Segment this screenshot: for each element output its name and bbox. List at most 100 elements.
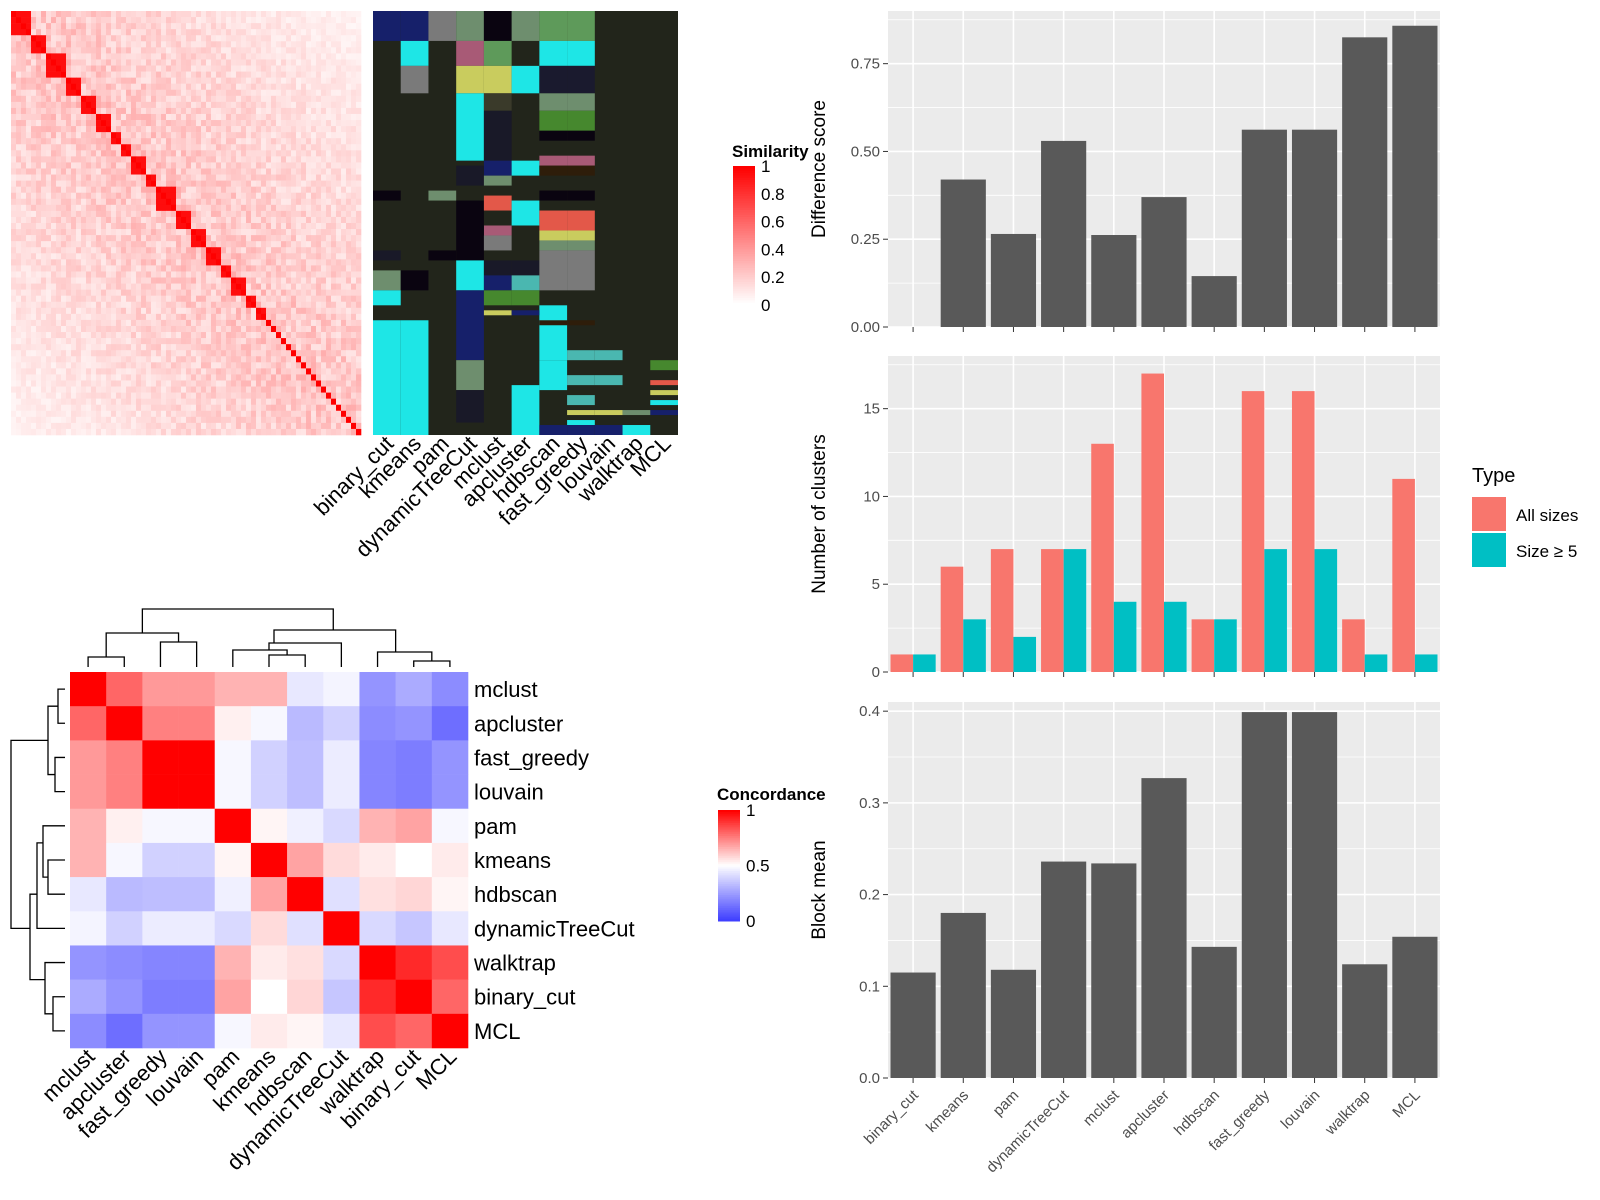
- similarity-cell: [156, 392, 162, 399]
- similarity-cell: [41, 404, 47, 412]
- similarity-cell: [146, 77, 152, 84]
- similarity-cell: [271, 77, 277, 84]
- similarity-cell: [306, 41, 312, 48]
- similarity-cell: [271, 41, 277, 48]
- similarity-cell: [261, 132, 267, 139]
- similarity-cell: [316, 47, 322, 54]
- similarity-cell: [121, 120, 127, 127]
- similarity-cell: [156, 198, 162, 206]
- similarity-cell: [156, 289, 162, 296]
- similarity-cell: [196, 41, 202, 48]
- similarity-cell: [196, 416, 202, 424]
- similarity-cell: [301, 313, 307, 321]
- similarity-cell: [141, 229, 147, 236]
- similarity-cell: [121, 186, 127, 194]
- similarity-cell: [201, 338, 207, 345]
- similarity-cell: [306, 283, 312, 290]
- similarity-cell: [321, 204, 327, 212]
- similarity-cell: [46, 77, 52, 84]
- similarity-cell: [341, 156, 347, 163]
- similarity-cell: [201, 77, 207, 84]
- similarity-cell: [291, 428, 297, 436]
- similarity-cell: [251, 174, 257, 181]
- similarity-cell: [226, 168, 232, 175]
- similarity-legend-swatch: [733, 295, 755, 299]
- similarity-cell: [141, 332, 147, 339]
- similarity-cell: [236, 374, 242, 381]
- similarity-cell: [31, 162, 37, 169]
- similarity-cell: [181, 301, 187, 309]
- similarity-cell: [41, 265, 47, 272]
- similarity-cell: [231, 95, 237, 103]
- similarity-cell: [171, 59, 177, 66]
- similarity-cell: [231, 416, 237, 424]
- similarity-cell: [111, 319, 117, 327]
- similarity-cell: [11, 204, 17, 212]
- similarity-cell: [151, 362, 157, 369]
- similarity-cell: [351, 95, 357, 103]
- similarity-cell: [346, 120, 352, 127]
- similarity-cell: [156, 386, 162, 393]
- similarity-cell: [201, 289, 207, 296]
- similarity-cell: [186, 162, 192, 169]
- similarity-cell: [186, 428, 192, 436]
- similarity-cell: [316, 65, 322, 72]
- similarity-cell: [306, 144, 312, 151]
- similarity-cell: [131, 259, 137, 266]
- similarity-cell: [166, 362, 172, 369]
- similarity-cell: [201, 168, 207, 175]
- similarity-cell: [306, 392, 312, 399]
- similarity-cell: [291, 416, 297, 424]
- similarity-cell: [321, 156, 327, 163]
- similarity-cell: [286, 83, 292, 91]
- similarity-cell: [86, 386, 92, 393]
- similarity-cell: [81, 428, 87, 436]
- similarity-cell: [41, 392, 47, 399]
- similarity-cell: [231, 422, 237, 430]
- similarity-cell: [281, 392, 287, 399]
- similarity-cell: [221, 277, 227, 284]
- similarity-cell: [71, 192, 77, 200]
- similarity-cell: [356, 428, 362, 436]
- similarity-cell: [86, 350, 92, 357]
- similarity-cell: [241, 350, 247, 357]
- similarity-cell: [251, 404, 257, 412]
- similarity-cell: [206, 289, 212, 296]
- similarity-cell: [336, 350, 342, 357]
- similarity-cell: [341, 101, 347, 109]
- similarity-cell: [46, 235, 52, 242]
- similarity-cell: [191, 241, 197, 248]
- similarity-cell: [206, 107, 212, 115]
- similarity-cell: [151, 404, 157, 412]
- similarity-cell: [111, 101, 117, 109]
- similarity-cell: [201, 253, 207, 260]
- similarity-cell: [241, 380, 247, 387]
- similarity-cell: [131, 192, 137, 200]
- similarity-cell: [51, 180, 57, 187]
- similarity-cell: [171, 362, 177, 369]
- similarity-cell: [121, 17, 127, 24]
- similarity-cell: [311, 47, 317, 54]
- similarity-cell: [191, 422, 197, 430]
- similarity-cell: [36, 356, 42, 363]
- similarity-cell: [351, 362, 357, 369]
- similarity-cell: [161, 350, 167, 357]
- similarity-cell: [326, 180, 332, 187]
- similarity-cell: [146, 404, 152, 412]
- similarity-cell: [56, 168, 62, 175]
- similarity-cell: [241, 11, 247, 18]
- similarity-cell: [256, 186, 262, 194]
- similarity-cell: [101, 289, 107, 296]
- similarity-cell: [51, 319, 57, 327]
- similarity-cell: [286, 398, 292, 406]
- similarity-legend-swatch: [733, 223, 755, 227]
- similarity-cell: [71, 338, 77, 345]
- similarity-cell: [111, 368, 117, 375]
- similarity-cell: [46, 120, 52, 127]
- similarity-cell: [356, 265, 362, 272]
- similarity-cell: [291, 35, 297, 42]
- similarity-cell: [126, 113, 132, 121]
- similarity-cell: [216, 332, 222, 339]
- similarity-cell: [151, 77, 157, 84]
